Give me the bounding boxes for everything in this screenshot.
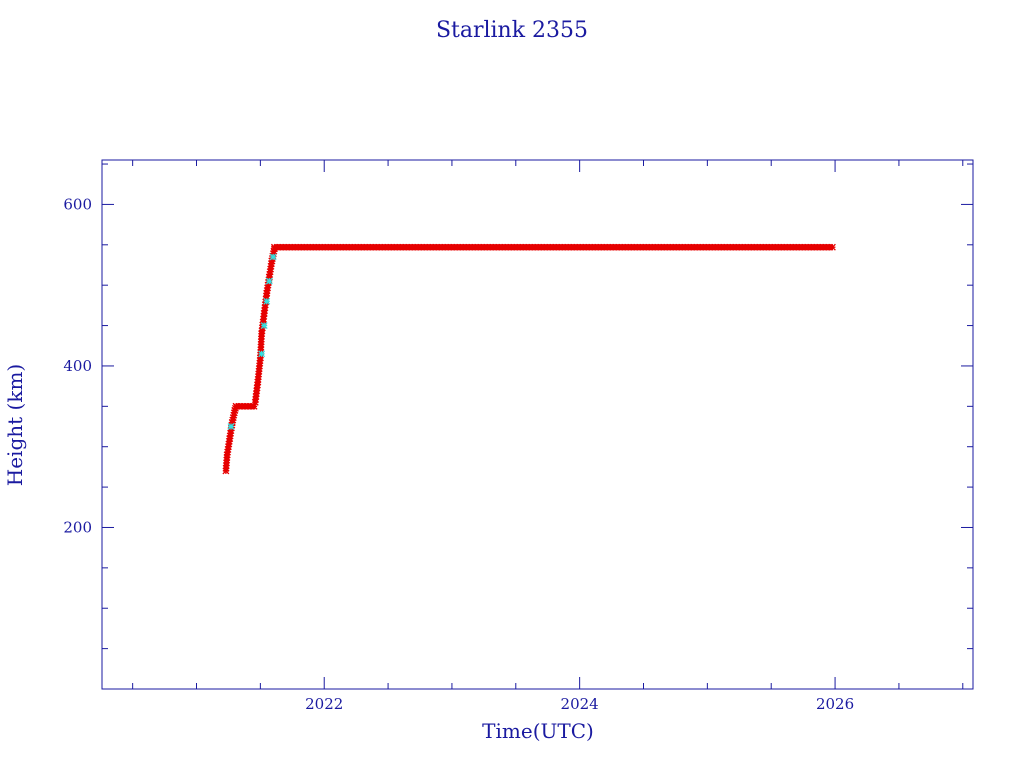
x-tick-label: 2024 bbox=[561, 695, 599, 713]
data-point bbox=[260, 322, 268, 330]
x-tick-label: 2022 bbox=[305, 695, 343, 713]
y-tick-label: 400 bbox=[63, 357, 92, 375]
data-point bbox=[258, 350, 266, 358]
axis-ticks bbox=[102, 160, 973, 689]
data-marks bbox=[222, 243, 836, 475]
data-point bbox=[263, 297, 271, 305]
x-axis-label: Time(UTC) bbox=[482, 719, 594, 743]
chart-title: Starlink 2355 bbox=[436, 18, 588, 43]
data-point bbox=[265, 277, 273, 285]
y-tick-label: 200 bbox=[63, 518, 92, 536]
data-point bbox=[269, 253, 277, 261]
axis-tick-labels: 2022 2024 2026 200 400 600 bbox=[63, 195, 854, 713]
plot-frame bbox=[101, 159, 974, 690]
data-point bbox=[828, 243, 836, 251]
y-tick-label: 600 bbox=[63, 195, 92, 213]
data-point bbox=[227, 423, 235, 430]
x-tick-label: 2026 bbox=[816, 695, 854, 713]
y-axis-label: Height (km) bbox=[3, 364, 27, 486]
